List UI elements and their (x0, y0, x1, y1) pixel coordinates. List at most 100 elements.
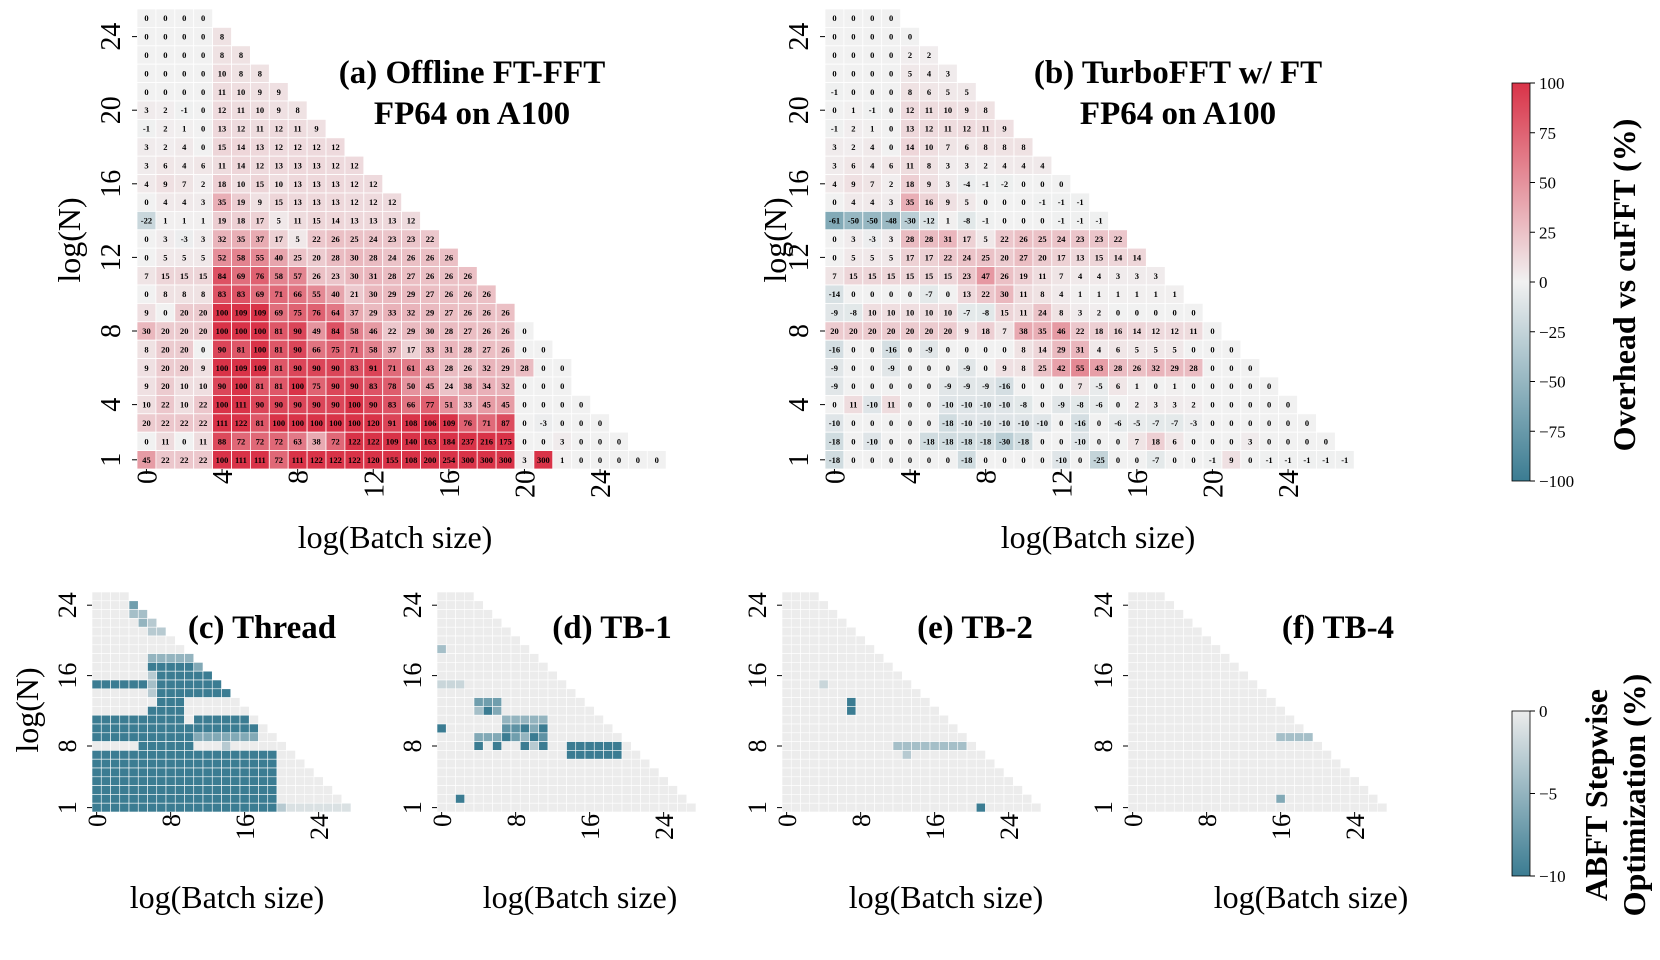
heatmap-cell (846, 679, 857, 690)
heatmap-cell-label: -9 (963, 363, 970, 373)
heatmap-cell (593, 794, 604, 804)
heatmap-cell (1146, 758, 1157, 769)
heatmap-cell (818, 732, 829, 742)
heatmap-cell (492, 802, 503, 813)
heatmap-cell-label: 0 (1116, 455, 1120, 465)
heatmap-cell (295, 758, 306, 769)
heatmap-cell (147, 662, 158, 672)
heatmap-cell (809, 706, 820, 716)
heatmap-cell-label: 10 (256, 105, 265, 115)
heatmap-cell-label: 58 (237, 252, 246, 262)
heatmap-cell (556, 776, 567, 786)
heatmap-cell-label: 0 (1040, 455, 1044, 465)
heatmap-cell (874, 662, 885, 672)
heatmap-cell (790, 723, 801, 734)
heatmap-cell-label: 10 (906, 308, 915, 318)
heatmap-cell (137, 688, 148, 698)
colorbar-overhead-label: Overhead vs cuFFT (%) (1606, 119, 1642, 452)
heatmap-cell-label: 0 (522, 344, 526, 354)
heatmap-cell (184, 653, 195, 663)
heatmap-cell (1127, 662, 1138, 672)
heatmap-cell (165, 776, 176, 786)
heatmap-cell (248, 758, 259, 769)
heatmap-cell (1127, 626, 1138, 637)
heatmap-cell (1220, 750, 1231, 760)
heatmap-cell-label: -25 (1093, 455, 1104, 465)
heatmap-cell-label: -48 (885, 216, 896, 226)
heatmap-cell-label: 12 (293, 142, 302, 152)
heatmap-cell-label: 0 (927, 455, 931, 465)
heatmap-cell (1146, 794, 1157, 804)
heatmap-cell (147, 653, 158, 663)
heatmap-cell-label: 0 (1097, 418, 1101, 428)
heatmap-cell (174, 794, 185, 804)
heatmap-cell (818, 776, 829, 786)
heatmap-cell (1192, 697, 1203, 707)
heatmap-cell (1275, 741, 1286, 751)
heatmap-cell-label: 22 (180, 418, 189, 428)
heatmap-cell (1173, 618, 1184, 628)
heatmap-cell-label: 4 (870, 142, 875, 152)
heatmap-cell-label: 4 (927, 68, 932, 78)
heatmap-cell (100, 785, 111, 795)
heatmap-cell-label: 8 (220, 32, 224, 42)
heatmap-cell-label: 24 (388, 252, 397, 262)
heatmap-cell (1183, 706, 1194, 716)
heatmap-cell (827, 714, 838, 725)
x-tick-label: 24 (995, 814, 1024, 840)
heatmap-cell (147, 785, 158, 795)
heatmap-cell (1210, 706, 1221, 716)
heatmap-cell (100, 706, 111, 716)
y-tick-label: 8 (784, 324, 815, 338)
heatmap-cell (809, 802, 820, 813)
heatmap-cell (147, 750, 158, 760)
heatmap-cell (556, 767, 567, 778)
x-tick-label: 12 (1047, 470, 1078, 498)
heatmap-cell-label: 26 (501, 326, 510, 336)
heatmap-cell (436, 776, 447, 786)
heatmap-cell (855, 767, 866, 778)
heatmap-cell (267, 802, 278, 813)
heatmap-cell-label: 0 (870, 455, 874, 465)
heatmap-cell-label: 155 (386, 455, 399, 465)
heatmap-cell-label: 0 (832, 32, 836, 42)
heatmap-cell-label: 0 (927, 381, 931, 391)
heatmap-cell (985, 794, 996, 804)
heatmap-cell-label: 0 (908, 400, 912, 410)
heatmap-cell-label: 122 (348, 436, 361, 446)
heatmap-cell-label: 22 (180, 455, 189, 465)
heatmap-cell (929, 758, 940, 769)
heatmap-cell (221, 741, 232, 751)
heatmap-cell (156, 706, 167, 716)
heatmap-cell (985, 785, 996, 795)
heatmap-cell-label: 0 (1267, 381, 1271, 391)
heatmap-cell (883, 785, 894, 795)
heatmap-cell (901, 741, 912, 751)
heatmap-cell (911, 723, 922, 734)
heatmap-cell (184, 785, 195, 795)
heatmap-cell (809, 732, 820, 742)
heatmap-cell-label: 8 (1040, 289, 1044, 299)
heatmap-cell (1247, 785, 1258, 795)
heatmap-cell-label: 12 (925, 124, 934, 134)
heatmap-cell (911, 794, 922, 804)
heatmap-cell (593, 785, 604, 795)
heatmap-cell (818, 688, 829, 698)
heatmap-cell (957, 776, 968, 786)
heatmap-cell (1321, 758, 1332, 769)
heatmap-cell (846, 662, 857, 672)
heatmap-cell (267, 776, 278, 786)
x-tick-label: 16 (435, 470, 466, 498)
heatmap-cell-label: 140 (405, 436, 418, 446)
heatmap-cell (1312, 794, 1323, 804)
heatmap-cell (809, 723, 820, 734)
heatmap-cell-label: 0 (1191, 344, 1195, 354)
heatmap-cell (790, 635, 801, 646)
heatmap-cell (492, 618, 503, 628)
heatmap-cell-label: 49 (312, 326, 321, 336)
heatmap-cell (538, 714, 549, 725)
heatmap-cell (593, 802, 604, 813)
heatmap-cell (630, 758, 641, 769)
heatmap-cell (239, 741, 250, 751)
heatmap-cell (547, 750, 558, 760)
